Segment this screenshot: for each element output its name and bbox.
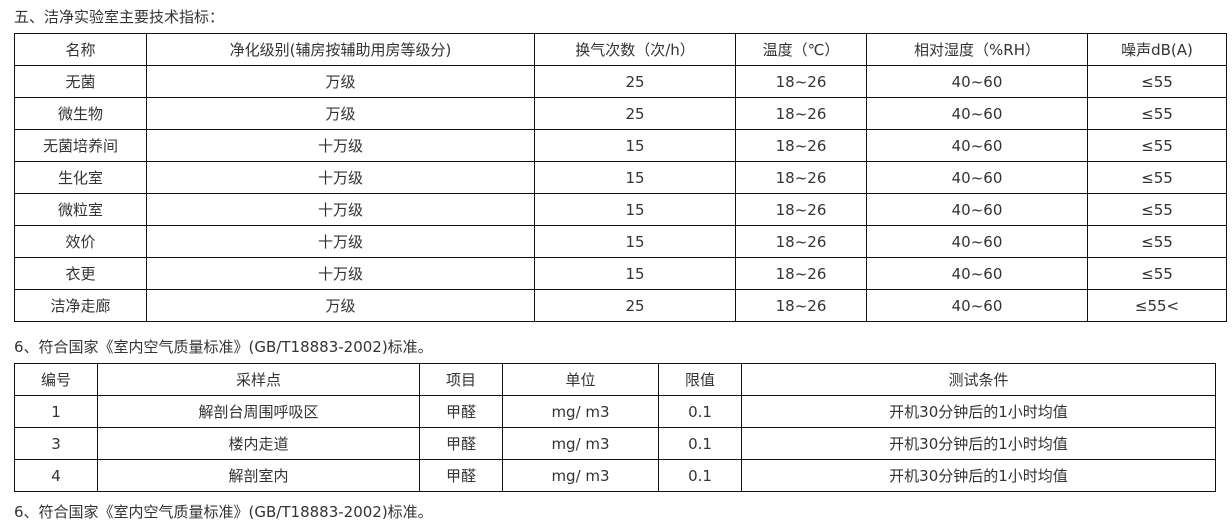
column-header: 采样点 — [97, 363, 420, 396]
table-cell: 万级 — [146, 65, 535, 98]
table-cell: 洁净走廊 — [14, 289, 147, 322]
table-cell: 40~60 — [866, 257, 1088, 290]
table-cell: 0.1 — [658, 427, 742, 460]
table-cell: 效价 — [14, 225, 147, 258]
column-header: 净化级别(辅房按辅助用房等级分) — [146, 33, 535, 66]
column-header: 相对湿度（%RH） — [866, 33, 1088, 66]
table-cell: 25 — [534, 97, 736, 130]
column-header: 项目 — [419, 363, 503, 396]
table-cell: 1 — [14, 395, 98, 428]
table-cell: 开机30分钟后的1小时均值 — [741, 395, 1216, 428]
table-cell: 甲醛 — [419, 427, 503, 460]
table-cell: 无菌 — [14, 65, 147, 98]
table-cell: 解剖室内 — [97, 459, 420, 492]
column-header: 测试条件 — [741, 363, 1216, 396]
table-cell: ≤55 — [1087, 65, 1227, 98]
table-cell: 18~26 — [735, 129, 867, 162]
table-cell: 25 — [534, 65, 736, 98]
table-cell: ≤55 — [1087, 193, 1227, 226]
section-6-heading: 6、符合国家《室内空气质量标准》(GB/T18883-2002)标准。 — [14, 338, 433, 356]
table-cell: 十万级 — [146, 257, 535, 290]
table-cell: 十万级 — [146, 161, 535, 194]
table-cell: 万级 — [146, 289, 535, 322]
table-row: 无菌培养间 十万级 15 18~26 40~60 ≤55 — [14, 129, 1227, 162]
clean-lab-spec-table: 名称 净化级别(辅房按辅助用房等级分) 换气次数（次/h） 温度（℃） 相对湿度（%RH… — [14, 33, 1227, 322]
table-cell: 40~60 — [866, 97, 1088, 130]
table-cell: 15 — [534, 257, 736, 290]
table-cell: ≤55 — [1087, 257, 1227, 290]
column-header: 单位 — [502, 363, 659, 396]
table-cell: 开机30分钟后的1小时均值 — [741, 459, 1216, 492]
table-cell: 楼内走道 — [97, 427, 420, 460]
table-cell: ≤55< — [1087, 289, 1227, 322]
table-cell: ≤55 — [1087, 97, 1227, 130]
header-row: 名称 净化级别(辅房按辅助用房等级分) 换气次数（次/h） 温度（℃） 相对湿度（%RH… — [14, 33, 1227, 66]
table-cell: ≤55 — [1087, 225, 1227, 258]
air-quality-table: 编号 采样点 项目 单位 限值 测试条件 1 解剖台周围呼吸区 甲醛 mg/ m3 0.1 开机30分… — [14, 363, 1216, 492]
table-row: 4 解剖室内 甲醛 mg/ m3 0.1 开机30分钟后的1小时均值 — [14, 459, 1216, 492]
table-cell: 18~26 — [735, 225, 867, 258]
table-cell: 0.1 — [658, 395, 742, 428]
table-cell: mg/ m3 — [502, 395, 659, 428]
table-cell: 40~60 — [866, 193, 1088, 226]
table-cell: 微粒室 — [14, 193, 147, 226]
table-cell: 15 — [534, 161, 736, 194]
table-cell: 4 — [14, 459, 98, 492]
table-cell: 无菌培养间 — [14, 129, 147, 162]
table-cell: 18~26 — [735, 161, 867, 194]
column-header: 编号 — [14, 363, 98, 396]
table-row: 3 楼内走道 甲醛 mg/ m3 0.1 开机30分钟后的1小时均值 — [14, 427, 1216, 460]
table-cell: 3 — [14, 427, 98, 460]
table-cell: 40~60 — [866, 129, 1088, 162]
column-header: 温度（℃） — [735, 33, 867, 66]
table-row: 微粒室 十万级 15 18~26 40~60 ≤55 — [14, 193, 1227, 226]
table-row: 效价 十万级 15 18~26 40~60 ≤55 — [14, 225, 1227, 258]
table-cell: 甲醛 — [419, 395, 503, 428]
column-header: 限值 — [658, 363, 742, 396]
table-cell: 甲醛 — [419, 459, 503, 492]
table-cell: 18~26 — [735, 193, 867, 226]
table-row: 无菌 万级 25 18~26 40~60 ≤55 — [14, 65, 1227, 98]
table-cell: 25 — [534, 289, 736, 322]
table-row: 衣更 十万级 15 18~26 40~60 ≤55 — [14, 257, 1227, 290]
table-cell: 40~60 — [866, 289, 1088, 322]
table-cell: 开机30分钟后的1小时均值 — [741, 427, 1216, 460]
table-cell: 衣更 — [14, 257, 147, 290]
table-cell: 解剖台周围呼吸区 — [97, 395, 420, 428]
table-row: 洁净走廊 万级 25 18~26 40~60 ≤55< — [14, 289, 1227, 322]
table-cell: 十万级 — [146, 193, 535, 226]
table-cell: 18~26 — [735, 257, 867, 290]
table-cell: 18~26 — [735, 65, 867, 98]
table-cell: mg/ m3 — [502, 427, 659, 460]
table-cell: 18~26 — [735, 289, 867, 322]
table-cell: ≤55 — [1087, 129, 1227, 162]
table-row: 微生物 万级 25 18~26 40~60 ≤55 — [14, 97, 1227, 130]
table-cell: 40~60 — [866, 225, 1088, 258]
table-cell: 40~60 — [866, 161, 1088, 194]
section-6-heading-repeat: 6、符合国家《室内空气质量标准》(GB/T18883-2002)标准。 — [14, 503, 433, 521]
table-row: 生化室 十万级 15 18~26 40~60 ≤55 — [14, 161, 1227, 194]
header-row: 编号 采样点 项目 单位 限值 测试条件 — [14, 363, 1216, 396]
table-row: 1 解剖台周围呼吸区 甲醛 mg/ m3 0.1 开机30分钟后的1小时均值 — [14, 395, 1216, 428]
table-cell: 15 — [534, 225, 736, 258]
column-header: 换气次数（次/h） — [534, 33, 736, 66]
table-cell: 18~26 — [735, 97, 867, 130]
table-cell: 0.1 — [658, 459, 742, 492]
table-cell: 40~60 — [866, 65, 1088, 98]
table-cell: mg/ m3 — [502, 459, 659, 492]
section-5-heading: 五、洁净实验室主要技术指标： — [14, 8, 225, 26]
column-header: 名称 — [14, 33, 147, 66]
table-cell: 十万级 — [146, 129, 535, 162]
table-cell: 十万级 — [146, 225, 535, 258]
table-cell: 15 — [534, 193, 736, 226]
table-cell: 生化室 — [14, 161, 147, 194]
table-cell: ≤55 — [1087, 161, 1227, 194]
table-cell: 微生物 — [14, 97, 147, 130]
column-header: 噪声dB(A) — [1087, 33, 1227, 66]
table-cell: 15 — [534, 129, 736, 162]
table-cell: 万级 — [146, 97, 535, 130]
